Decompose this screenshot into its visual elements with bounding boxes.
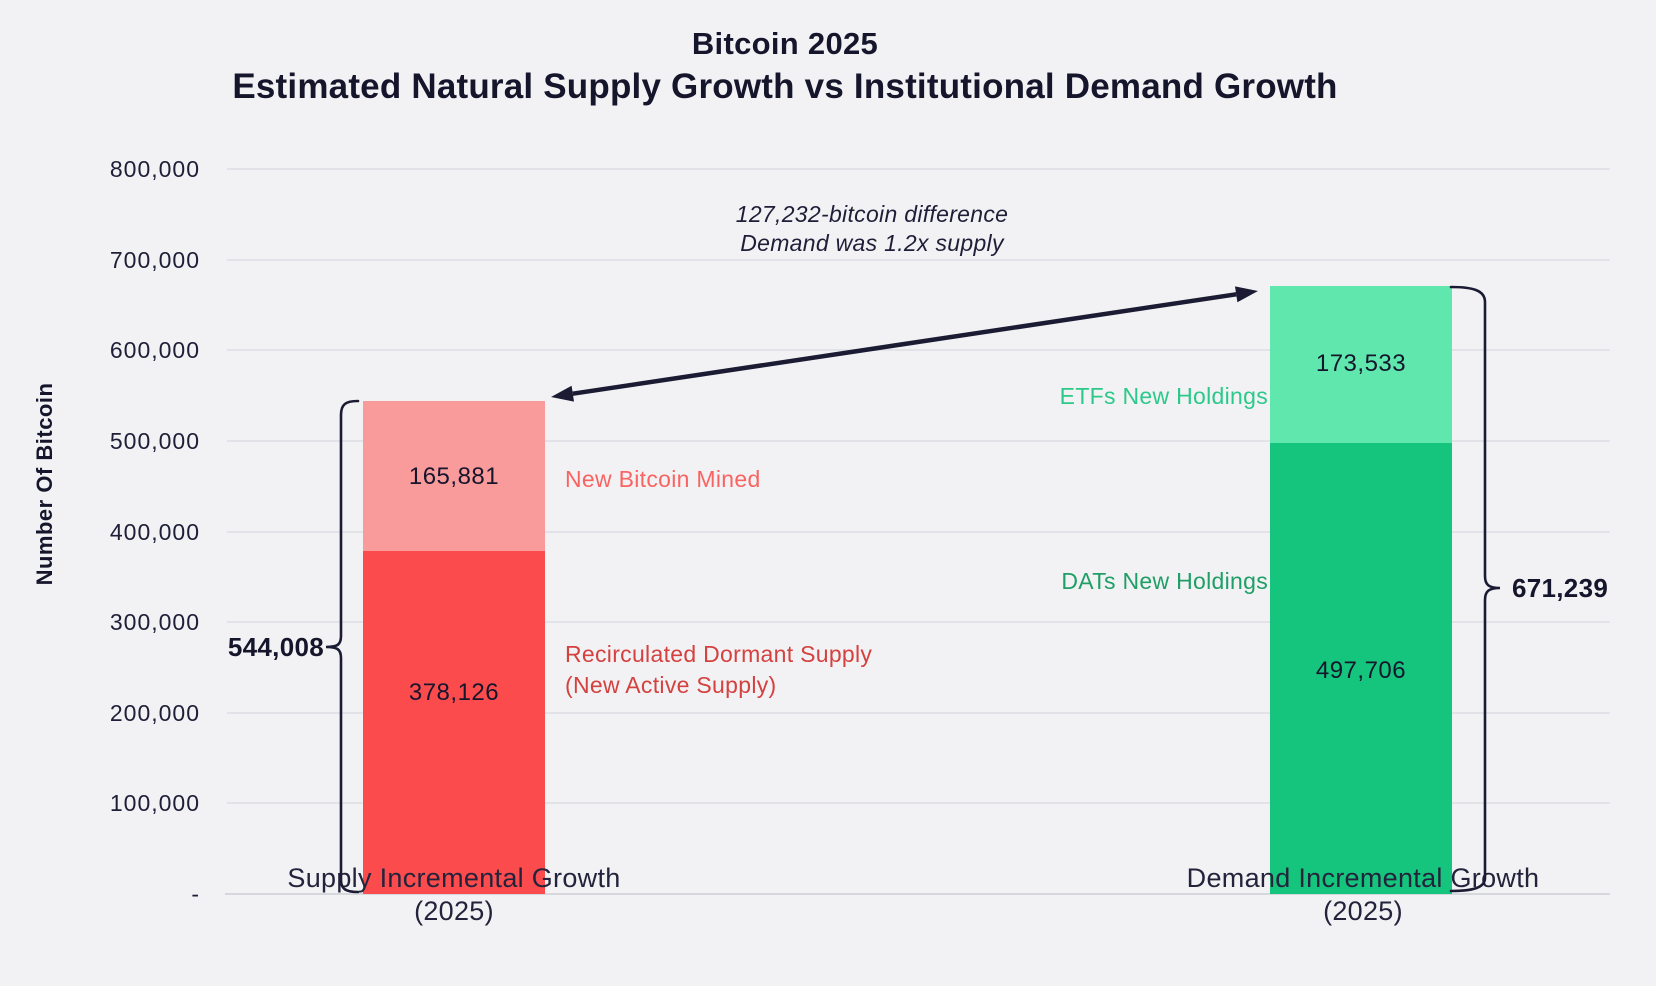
y-tick-label: 400,000 (109, 518, 200, 545)
gridline-400000 (227, 530, 1610, 533)
supply-total-label: 544,008 (227, 632, 324, 662)
gridline-700000 (227, 258, 1610, 261)
y-tick-label: 500,000 (109, 427, 200, 454)
segment-label-recirculated-supply: Recirculated Dormant Supply (New Active … (565, 639, 872, 701)
x-label-demand: Demand Incremental Growth (2025) (1163, 862, 1563, 928)
x-label-demand-line1: Demand Incremental Growth (1186, 863, 1540, 893)
value-label-recirculated-supply: 378,126 (408, 679, 500, 706)
bar-segment-new-bitcoin-mined (363, 400, 545, 552)
gridline-300000 (227, 621, 1610, 624)
y-tick-label: 200,000 (109, 699, 200, 726)
segment-label-recirculated-line1: Recirculated Dormant Supply (565, 641, 873, 667)
y-tick-label: - (191, 881, 200, 907)
x-label-supply-line2: (2025) (414, 896, 494, 926)
x-axis-baseline (225, 893, 1610, 895)
segment-label-etfs-holdings: ETFs New Holdings (1059, 383, 1268, 409)
gridline-200000 (227, 711, 1610, 714)
segment-label-dats-holdings: DATs New Holdings (1061, 568, 1268, 594)
difference-annotation-line2: Demand was 1.2x supply (740, 230, 1004, 256)
segment-label-new-bitcoin-mined: New Bitcoin Mined (565, 466, 761, 492)
y-tick-label: 600,000 (109, 337, 200, 364)
difference-annotation: 127,232-bitcoin difference Demand was 1.… (672, 200, 1072, 258)
supply-total-bracket (325, 399, 360, 894)
y-tick-label: 700,000 (109, 246, 200, 273)
y-axis-title: Number Of Bitcoin (32, 382, 57, 586)
bar-segment-dats-new-holdings (1270, 442, 1452, 894)
x-label-supply-line1: Supply Incremental Growth (287, 863, 621, 893)
difference-annotation-line1: 127,232-bitcoin difference (735, 201, 1009, 227)
arrowhead-left (551, 385, 574, 402)
bar-segment-recirculated-dormant-supply-new-active-supply (363, 551, 545, 894)
arrowhead-right (1235, 286, 1258, 303)
segment-label-recirculated-line2: (New Active Supply) (565, 672, 777, 698)
demand-total-label: 671,239 (1512, 573, 1609, 603)
y-tick-label: 100,000 (109, 790, 200, 817)
chart-title-block: Bitcoin 2025 Estimated Natural Supply Gr… (0, 24, 1570, 110)
y-tick-label: 300,000 (109, 609, 200, 636)
y-tick-label: 800,000 (109, 156, 200, 182)
value-label-dats-holdings: 497,706 (1315, 657, 1407, 684)
value-label-new-bitcoin-mined: 165,881 (408, 463, 500, 490)
x-label-demand-line2: (2025) (1323, 896, 1403, 926)
demand-total-bracket (1449, 285, 1501, 893)
value-label-etfs-holdings: 173,533 (1315, 350, 1407, 377)
gridline-800000 (227, 168, 1610, 170)
gridline-100000 (227, 802, 1610, 805)
bar-segment-etfs-new-holdings (1270, 285, 1452, 443)
chart-title: Bitcoin 2025 (691, 26, 879, 61)
gridline-500000 (227, 439, 1610, 442)
chart-subtitle: Estimated Natural Supply Growth vs Insti… (232, 67, 1338, 106)
x-label-supply: Supply Incremental Growth (2025) (254, 862, 654, 928)
